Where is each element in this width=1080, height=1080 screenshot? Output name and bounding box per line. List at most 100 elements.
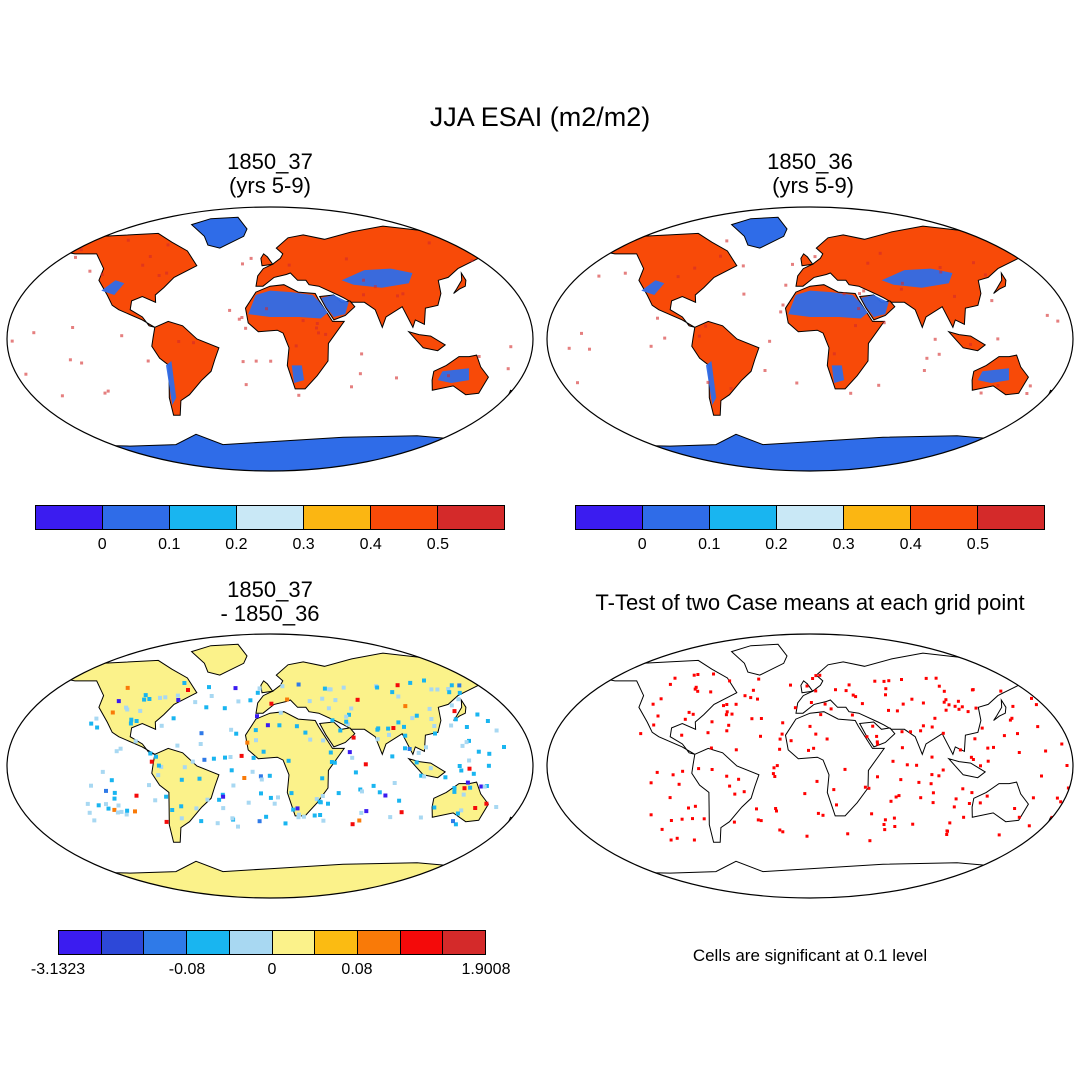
colorbar-case-37-swatch bbox=[170, 506, 237, 529]
difference-cell bbox=[125, 685, 130, 690]
difference-cell bbox=[89, 721, 94, 726]
difference-cell bbox=[457, 764, 462, 768]
high-esai-cell bbox=[1061, 382, 1064, 386]
difference-cell bbox=[449, 703, 454, 708]
difference-cell bbox=[258, 774, 263, 779]
significant-cell bbox=[986, 746, 990, 750]
difference-cell bbox=[457, 690, 462, 695]
significant-cell bbox=[789, 739, 793, 743]
difference-cell bbox=[494, 728, 499, 733]
difference-cell bbox=[364, 809, 369, 814]
significant-cell bbox=[1047, 700, 1051, 703]
difference-cell bbox=[465, 780, 470, 785]
high-esai-cell bbox=[900, 281, 904, 285]
high-esai-cell bbox=[939, 270, 943, 274]
significant-cell bbox=[692, 838, 696, 842]
high-esai-cell bbox=[269, 359, 273, 363]
significant-cell bbox=[850, 713, 854, 717]
difference-cell bbox=[449, 723, 454, 728]
high-esai-cell bbox=[899, 287, 903, 291]
high-esai-cell bbox=[254, 359, 258, 363]
significant-cell bbox=[803, 792, 807, 796]
significant-cell bbox=[960, 705, 964, 709]
difference-cell bbox=[272, 801, 277, 806]
high-esai-cell bbox=[877, 383, 881, 387]
significant-cell bbox=[882, 679, 886, 683]
high-esai-cell bbox=[862, 289, 866, 293]
significant-cell bbox=[897, 794, 901, 798]
difference-cell bbox=[285, 697, 290, 702]
high-esai-cell bbox=[68, 358, 72, 362]
high-esai-cell bbox=[1023, 250, 1027, 254]
significant-cell bbox=[722, 704, 725, 708]
significant-cell bbox=[725, 729, 729, 733]
colorbar-difference-swatch bbox=[59, 931, 102, 954]
high-esai-cell bbox=[506, 367, 510, 371]
low-esai-region bbox=[437, 368, 469, 383]
difference-cell bbox=[119, 809, 124, 814]
difference-cell bbox=[159, 764, 164, 769]
continent-indonesia bbox=[947, 757, 987, 779]
colorbar-difference-swatch bbox=[400, 931, 444, 954]
high-esai-cell bbox=[882, 321, 886, 325]
significant-cell bbox=[805, 684, 809, 688]
panel-title-line1: 1850_37 bbox=[227, 149, 313, 174]
significant-cell bbox=[773, 775, 777, 778]
difference-cell bbox=[471, 771, 476, 776]
significant-cell bbox=[892, 816, 896, 820]
low-esai-region bbox=[341, 268, 413, 288]
significant-cell bbox=[851, 693, 855, 697]
difference-cell bbox=[112, 796, 117, 801]
difference-cell bbox=[85, 801, 90, 806]
high-esai-cell bbox=[576, 381, 579, 385]
continent-uk bbox=[800, 253, 814, 267]
significant-cell bbox=[756, 697, 759, 701]
low-esai-region bbox=[321, 295, 349, 317]
difference-cell bbox=[154, 754, 158, 759]
significant-cell bbox=[843, 767, 847, 771]
difference-cell bbox=[355, 697, 360, 702]
difference-cell bbox=[104, 788, 108, 793]
significant-cell bbox=[816, 811, 820, 815]
high-esai-cell bbox=[725, 239, 729, 243]
significant-cell bbox=[757, 677, 761, 681]
significant-cell bbox=[712, 672, 715, 676]
colorbar-case-37-swatch bbox=[438, 506, 504, 529]
difference-cell bbox=[320, 794, 325, 798]
significant-cell bbox=[899, 778, 903, 782]
difference-cell bbox=[242, 776, 247, 780]
difference-cell bbox=[253, 728, 258, 733]
continent-greenland bbox=[190, 643, 248, 676]
high-esai-cell bbox=[146, 359, 150, 363]
difference-cell bbox=[204, 705, 209, 710]
difference-cell bbox=[278, 710, 283, 715]
difference-cell bbox=[390, 690, 395, 695]
difference-cell bbox=[457, 683, 462, 688]
difference-cell bbox=[321, 818, 326, 823]
significant-cell bbox=[921, 701, 925, 705]
significant-cell bbox=[675, 836, 679, 840]
significant-cell bbox=[942, 689, 946, 693]
significant-cell bbox=[946, 829, 949, 833]
difference-cell bbox=[215, 821, 220, 826]
difference-cell bbox=[407, 747, 412, 751]
colorbar-difference-swatch bbox=[229, 931, 273, 954]
map-border bbox=[546, 206, 1074, 472]
difference-cell bbox=[286, 758, 291, 763]
continent-australia bbox=[971, 781, 1030, 823]
significant-cell bbox=[733, 792, 737, 796]
difference-cell bbox=[396, 694, 401, 699]
high-esai-cell bbox=[10, 339, 14, 343]
difference-cell bbox=[336, 791, 341, 796]
colorbar-case-36-swatch bbox=[844, 506, 911, 529]
high-esai-cell bbox=[396, 294, 399, 298]
high-esai-cell bbox=[795, 381, 799, 385]
significant-cell bbox=[725, 710, 729, 714]
difference-cell bbox=[245, 740, 250, 745]
difference-cell bbox=[221, 806, 226, 811]
high-esai-cell bbox=[240, 316, 244, 319]
difference-cell bbox=[294, 724, 299, 729]
significant-cell bbox=[974, 706, 978, 710]
significant-cell bbox=[775, 809, 778, 813]
high-esai-cell bbox=[427, 241, 431, 245]
